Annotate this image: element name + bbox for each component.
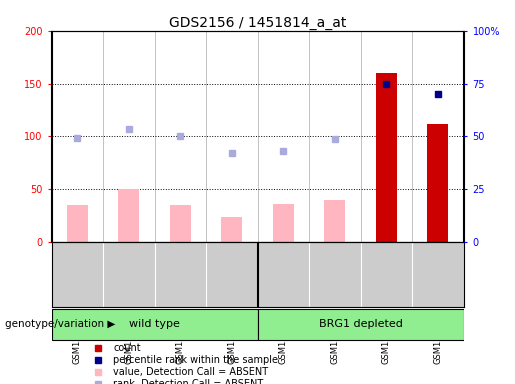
Title: GDS2156 / 1451814_a_at: GDS2156 / 1451814_a_at — [169, 16, 346, 30]
Text: count: count — [113, 343, 141, 353]
Text: value, Detection Call = ABSENT: value, Detection Call = ABSENT — [113, 367, 268, 377]
FancyBboxPatch shape — [258, 309, 464, 340]
Bar — [67, 205, 88, 242]
Bar — [118, 189, 139, 242]
Bar — [427, 124, 448, 242]
Bar — [221, 217, 242, 242]
FancyBboxPatch shape — [52, 309, 258, 340]
Text: BRG1 depleted: BRG1 depleted — [319, 319, 402, 329]
Text: genotype/variation ▶: genotype/variation ▶ — [5, 319, 115, 329]
Text: percentile rank within the sample: percentile rank within the sample — [113, 355, 278, 365]
Bar — [376, 73, 397, 242]
Bar — [170, 205, 191, 242]
Text: rank, Detection Call = ABSENT: rank, Detection Call = ABSENT — [113, 379, 264, 384]
Bar — [324, 200, 345, 242]
Bar — [273, 204, 294, 242]
Text: wild type: wild type — [129, 319, 180, 329]
